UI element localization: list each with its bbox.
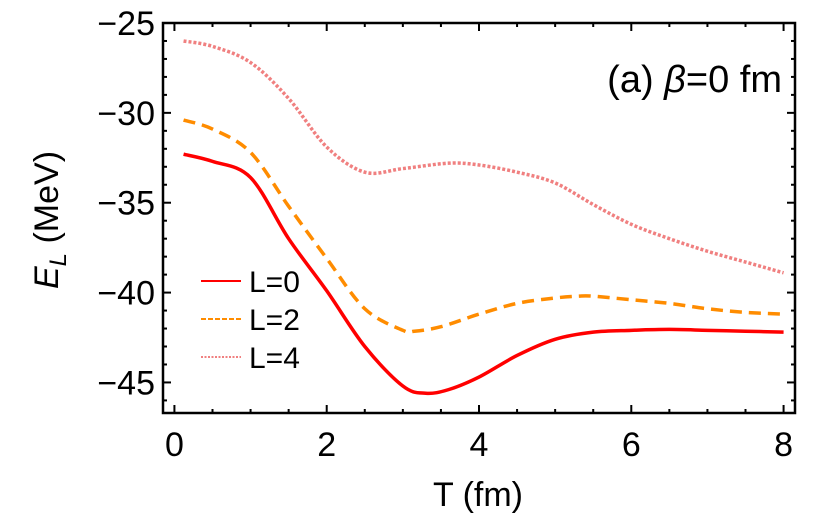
y-tick-label: −40 <box>97 275 155 313</box>
x-tick-label: 0 <box>165 426 184 464</box>
y-axis-title: EL (MeV) <box>28 151 72 289</box>
x-tick-label: 8 <box>774 426 793 464</box>
series-line-l-4 <box>183 39 785 275</box>
series-line-l-2 <box>183 118 784 335</box>
beta-symbol: β <box>663 59 686 101</box>
legend-label: L=0 <box>249 266 300 299</box>
y-tick-label: −45 <box>97 364 155 402</box>
panel-annotation: (a) β=0 fm <box>607 59 782 101</box>
y-axis-subscript: L <box>45 253 72 266</box>
legend-label: L=2 <box>249 304 300 337</box>
x-tick-labels: 0 2 4 6 8 <box>165 426 793 464</box>
legend: L=0 L=2 L=4 <box>201 266 300 375</box>
x-axis-title: T (fm) <box>433 476 523 514</box>
panel-label: (a) <box>607 59 664 101</box>
y-axis-symbol: E <box>28 266 66 289</box>
series-line-l-0 <box>183 152 784 396</box>
y-axis-unit: (MeV) <box>28 151 66 253</box>
beta-value: =0 fm <box>686 59 782 101</box>
legend-label: L=4 <box>249 342 300 375</box>
x-tick-label: 2 <box>317 426 336 464</box>
y-tick-label: −35 <box>97 185 155 223</box>
plot-curves <box>183 39 785 396</box>
axis-ticks <box>163 22 795 413</box>
y-tick-label: −30 <box>97 95 155 133</box>
x-tick-label: 6 <box>622 426 641 464</box>
x-tick-label: 4 <box>470 426 489 464</box>
y-tick-label: −25 <box>97 5 155 43</box>
y-tick-labels: −25 −30 −35 −40 −45 <box>97 5 155 402</box>
